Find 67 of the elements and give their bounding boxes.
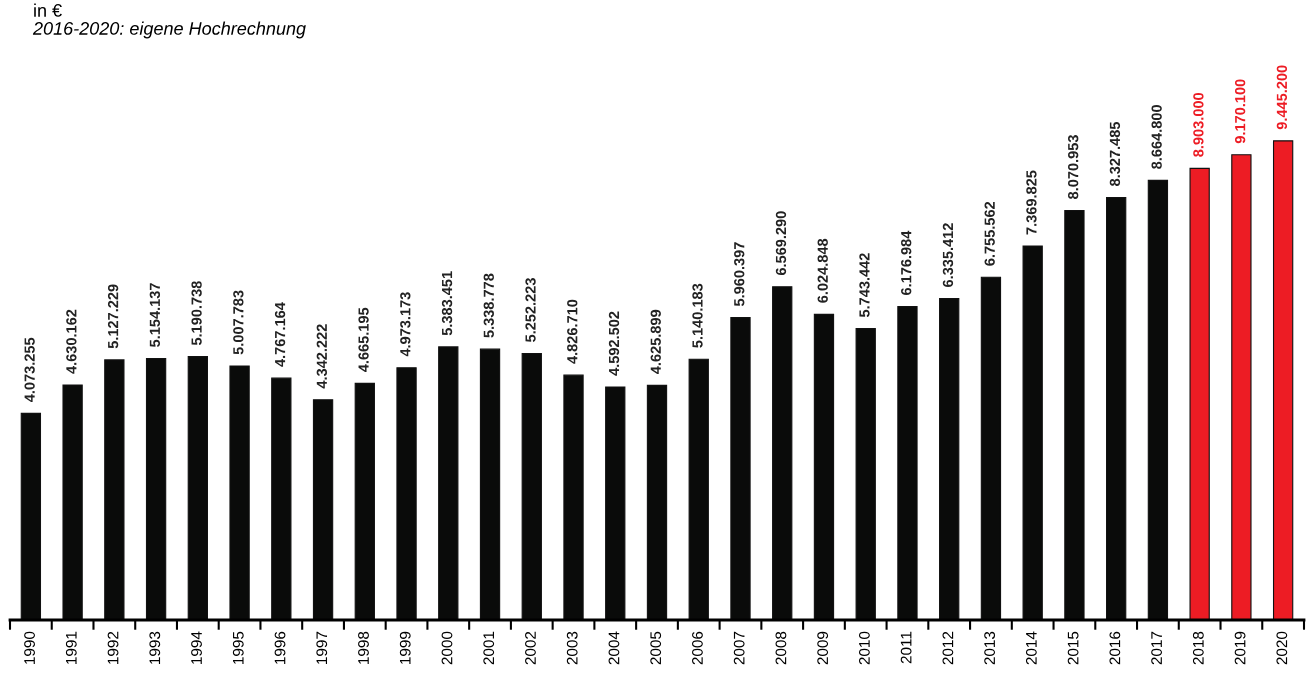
chart-subtitle: 2016-2020: eigene Hochrechnung [32, 21, 306, 39]
data-label: 4.630.162 [66, 309, 77, 374]
text: in € [34, 3, 62, 17]
data-label: 5.190.738 [191, 281, 202, 346]
data-label: 4.665.195 [358, 307, 369, 372]
x-tick-label: 2003 [566, 631, 578, 665]
data-label: 5.007.783 [233, 290, 244, 355]
x-tick-label: 1993 [149, 631, 161, 664]
data-label: 5.140.183 [692, 283, 703, 348]
data-label: 4.342.222 [316, 324, 327, 389]
data-label: 9.170.100 [1234, 79, 1246, 144]
data-label: 5.338.778 [483, 273, 494, 338]
x-tick-label: 2015 [1067, 631, 1079, 665]
data-label: 5.960.397 [734, 242, 745, 307]
data-label: 8.664.800 [1151, 105, 1162, 169]
x-tick-label: 1997 [316, 631, 328, 664]
bar [1272, 140, 1294, 620]
x-tick-label: 2020 [1276, 631, 1288, 665]
data-label: 4.073.255 [24, 337, 35, 403]
data-label: 8.903.000 [1193, 92, 1204, 157]
bar [1189, 167, 1210, 620]
data-label: 8.070.953 [1068, 135, 1079, 199]
data-label: 4.973.173 [400, 292, 411, 357]
data-label: 5.743.442 [859, 253, 870, 318]
data-label: 5.252.223 [525, 278, 536, 342]
x-tick-label: 2004 [608, 631, 620, 665]
data-label: 6.024.848 [817, 238, 828, 303]
x-tick-label: 2008 [775, 631, 787, 665]
x-tick-label: 1999 [399, 631, 411, 664]
data-label: 6.755.562 [984, 201, 995, 266]
x-tick-label: 1995 [232, 631, 244, 664]
x-tick-label: 2012 [942, 631, 954, 665]
data-label: 4.767.164 [274, 302, 286, 367]
data-label: 4.625.899 [650, 309, 661, 374]
x-tick-label: 2002 [525, 631, 536, 665]
x-tick-label: 1998 [358, 631, 369, 664]
x-tick-label: 2019 [1234, 631, 1246, 665]
data-label: 7.369.825 [1026, 170, 1037, 235]
bar [1231, 154, 1252, 620]
data-label: 5.154.137 [149, 283, 161, 347]
x-tick-label: 2011 [900, 631, 912, 664]
data-label: 4.592.502 [608, 311, 620, 376]
data-label: 9.445.200 [1276, 65, 1288, 130]
x-tick-label: 2001 [483, 631, 495, 665]
data-label: 6.335.412 [942, 223, 954, 287]
x-tick-label: 1992 [107, 631, 119, 664]
x-tick-label: 2010 [858, 631, 870, 665]
data-label: 6.176.984 [901, 230, 912, 295]
x-tick-label: 1990 [24, 631, 35, 664]
x-tick-label: 2006 [692, 631, 703, 665]
x-tick-label: 2009 [817, 631, 829, 665]
x-tick-label: 2000 [441, 631, 453, 665]
data-label: 8.327.485 [1109, 121, 1121, 186]
data-label: 5.383.451 [441, 271, 453, 336]
x-tick-label: 1996 [274, 631, 286, 664]
x-tick-label: 1994 [191, 631, 202, 664]
x-tick-label: 2018 [1192, 631, 1204, 665]
x-tick-label: 2016 [1109, 631, 1121, 665]
x-tick-label: 2007 [733, 631, 745, 665]
x-tick-label: 1991 [65, 631, 77, 664]
data-label: 4.826.710 [567, 299, 578, 364]
x-tick-label: 2014 [1025, 631, 1037, 665]
x-tick-label: 2005 [650, 631, 662, 665]
x-tick-label: 2017 [1151, 631, 1162, 665]
x-tick-label: 2013 [984, 631, 996, 665]
data-label: 6.569.290 [775, 211, 787, 276]
data-label: 5.127.229 [107, 284, 119, 349]
